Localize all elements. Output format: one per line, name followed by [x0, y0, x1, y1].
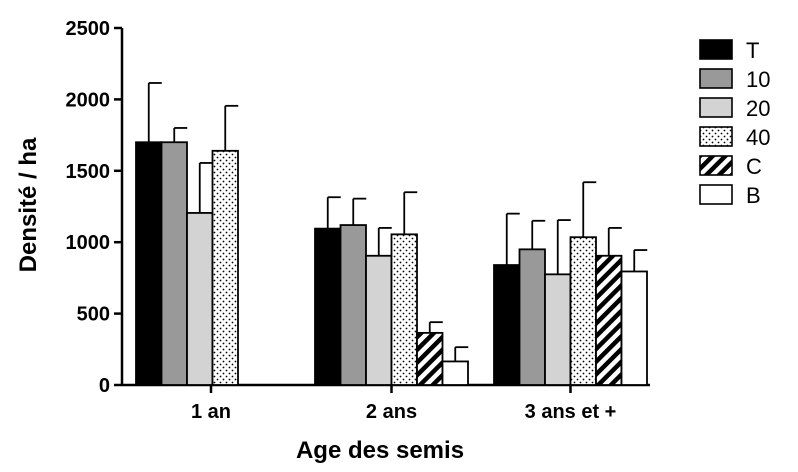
bar-B-2 [620, 270, 648, 386]
y-tick-labels: 0 500 1000 1500 2000 2500 [66, 18, 111, 397]
legend-swatch-10 [699, 68, 733, 89]
bar-C-2 [595, 254, 623, 386]
bar-C-1 [416, 331, 444, 386]
bar-10-1 [339, 224, 367, 386]
bar-10-2 [518, 248, 546, 386]
bar-40-1 [390, 233, 418, 386]
y-tick-label: 1500 [66, 161, 111, 183]
x-category-label: 3 ans et + [525, 401, 617, 423]
y-tick-label: 0 [99, 375, 110, 397]
bar-B-1 [441, 360, 469, 386]
bar-T-0 [135, 141, 163, 386]
bar-20-0 [186, 212, 214, 386]
bar-20-2 [544, 273, 572, 386]
x-category-label: 1 an [191, 401, 231, 423]
x-category-label: 2 ans [366, 401, 417, 423]
bar-10-0 [160, 141, 188, 386]
legend-swatch-T [699, 39, 733, 60]
y-tick-label: 2500 [66, 18, 111, 40]
x-category-labels: 1 an 2 ans 3 ans et + [191, 401, 616, 423]
bar-40-2 [569, 236, 597, 386]
legend-swatch-C [699, 155, 733, 176]
bar-40-0 [211, 149, 239, 386]
legend-label-40: 40 [746, 125, 770, 150]
y-tick-label: 2000 [66, 89, 111, 111]
legend-swatch-20 [699, 97, 733, 118]
legend-label-20: 20 [746, 96, 770, 121]
legend-swatch-40 [699, 126, 733, 147]
y-tick-label: 500 [77, 304, 110, 326]
legend-label-C: C [746, 154, 762, 179]
legend-label-10: 10 [746, 67, 770, 92]
x-axis-title: Age des semis [296, 437, 464, 464]
bar-T-1 [314, 227, 342, 386]
bar-T-2 [493, 264, 521, 386]
y-axis-title: Densité / ha [15, 137, 42, 272]
legend-label-B: B [746, 183, 761, 208]
legend-label-T: T [746, 38, 759, 63]
bars-group [135, 82, 648, 386]
legend: T 10 20 40 CB [699, 38, 770, 208]
bar-20-1 [365, 254, 393, 386]
legend-swatch-B [699, 184, 733, 205]
y-tick-label: 1000 [66, 232, 111, 254]
